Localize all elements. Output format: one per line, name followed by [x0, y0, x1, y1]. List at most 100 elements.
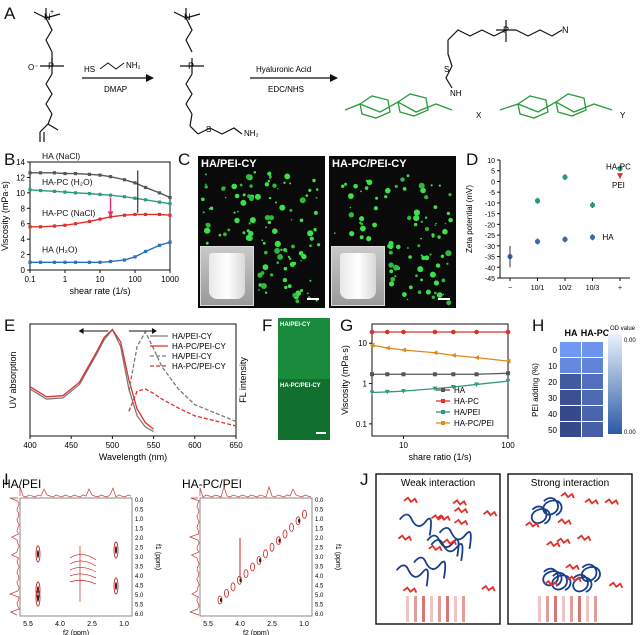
panel-g-point	[369, 329, 375, 335]
fluorescent-dot	[315, 196, 318, 199]
nmr-contour	[69, 573, 97, 579]
panel-d-ytick-label: -30	[485, 244, 495, 251]
panel-g-legend-text: HA-PC	[454, 397, 479, 406]
panel-h-col-ha: HA	[565, 328, 578, 338]
fluorescent-dot	[315, 188, 319, 191]
fluorescence-top: HA/PEI-CY	[278, 318, 330, 379]
pei-molecule	[565, 563, 580, 571]
fluorescent-dot	[344, 182, 348, 186]
fluorescent-dot	[242, 231, 246, 235]
fluorescent-dot	[289, 261, 295, 267]
nmr-frame	[19, 497, 133, 617]
panel-e-xtick-label: 400	[23, 441, 37, 450]
panel-g-plot-area: 10 100 10 1 0.1 share ratio (1/s) Viscosity (m…	[340, 323, 515, 462]
nmr-xtick-label: 5.5	[23, 621, 33, 628]
panel-i-nmr: HA/PEI 5.5 4.0 2.5 1.0 f2 (ppm) 0.0 0.5 1.0 1.5 2.…	[2, 477, 341, 635]
panel-d-point	[562, 174, 568, 180]
micrograph-ha-pc-pei-cy: HA-PC/PEI-CY	[329, 156, 456, 308]
pei-molecule	[543, 579, 559, 587]
fluorescent-dot	[289, 182, 292, 185]
fluorescent-dot	[295, 299, 300, 304]
panel-j-gradient-bar	[430, 596, 433, 622]
panel-d-point	[534, 238, 541, 245]
panel-d-legend-ha: HA	[603, 233, 615, 242]
panel-b-chart: 0.1 1 10 100 1000 0 2 4 6 8 10 12 14 shear rate (1/s)…	[0, 152, 179, 296]
panel-j-gradient-bar	[538, 596, 541, 622]
panel-g-point	[450, 385, 456, 390]
fluorescent-dot	[442, 228, 448, 235]
fluorescent-dot	[429, 271, 436, 278]
fluorescent-dot	[276, 261, 279, 264]
fluorescent-dot	[223, 232, 227, 237]
panel-e-xtick-label: 500	[106, 441, 120, 450]
fluorescent-dot	[388, 281, 395, 287]
nmr-ytick-label: 4.0	[315, 574, 324, 580]
fluorescent-dot	[425, 289, 431, 295]
panel-b-point	[63, 171, 67, 176]
fluorescent-dot	[373, 206, 378, 211]
nmr-xlabel: f2 (ppm)	[63, 630, 89, 635]
fluorescent-dot	[390, 276, 396, 282]
panel-j-schematic: Weak interaction Strong interaction	[375, 473, 633, 625]
panel-b-ytick-label: 4	[21, 235, 26, 244]
fluorescent-dot	[204, 227, 211, 234]
fluorescent-dot	[274, 247, 280, 254]
fluorescent-dot	[249, 217, 256, 224]
panel-h-cell	[560, 342, 581, 357]
vial-right	[331, 246, 385, 306]
panel-b-point	[143, 249, 148, 254]
pei-molecule	[442, 538, 457, 546]
panel-b-point	[133, 196, 137, 200]
fluorescent-dot	[360, 190, 362, 193]
pei-molecule	[403, 496, 418, 504]
panel-j-gradient-bar	[594, 596, 597, 622]
panel-b-xtick-label: 10	[96, 275, 105, 284]
nmr-ytick-label: 2.0	[315, 536, 324, 542]
panel-label-e: E	[4, 316, 16, 335]
panel-e-frame	[29, 323, 237, 437]
panel-b-point	[98, 260, 102, 264]
fluorescent-dot	[388, 262, 394, 268]
pei-molecule	[482, 509, 498, 517]
fluorescent-dot	[417, 266, 424, 273]
fluorescent-dot	[436, 292, 443, 298]
panel-h-plot-area: HA HA-PC 0 10 20 30 40 50 PEI adding (%) OD value…	[531, 326, 636, 437]
nmr-ytick-label: 5.5	[315, 603, 324, 609]
polymer-chain	[438, 526, 472, 550]
panel-a-scheme: N + P O⁻ HS NH₂ DMAP N P S NH₂ Hyaluroni…	[28, 8, 626, 142]
fluorescent-dot	[417, 290, 422, 294]
fluorescent-dot	[420, 278, 423, 282]
panel-g-series-line	[371, 344, 509, 362]
panel-b-series-line	[29, 189, 171, 205]
nmr-side-projection	[8, 497, 20, 616]
fluorescent-dot	[431, 295, 435, 299]
panel-b-point	[108, 175, 113, 179]
fluorescent-dot	[248, 230, 254, 237]
micrograph-right-dots	[334, 174, 453, 306]
polymer-chain	[530, 505, 551, 525]
panel-j-title: Strong interaction	[531, 478, 609, 489]
nmr-contour	[69, 560, 97, 567]
panel-j-gradient-bar	[570, 596, 573, 622]
fluorescent-dot	[204, 183, 207, 186]
panel-b-point	[168, 240, 172, 244]
arrow-1-head	[146, 74, 154, 82]
panel-g-point	[451, 329, 456, 335]
fluorescent-dot	[205, 223, 209, 226]
fluorescent-dot	[274, 240, 281, 247]
panel-d-xtick-label: 10/2	[558, 285, 572, 292]
fluorescent-dot	[284, 173, 291, 180]
fluorescent-dot	[446, 211, 451, 216]
polymer-chain	[413, 556, 447, 579]
panel-b-point	[52, 171, 57, 175]
fluorescent-dot	[306, 292, 309, 295]
panel-b-point	[52, 224, 57, 228]
panel-g-ylabel: Viscosity (mPa·s)	[340, 345, 350, 415]
molecule-1-nitrogen: N	[44, 12, 51, 22]
panel-b-point	[168, 202, 172, 206]
panel-b-point	[122, 195, 127, 199]
panel-b-point	[73, 171, 78, 176]
fluorescent-dot	[413, 215, 420, 222]
panel-g-chart: 10 100 10 1 0.1 share ratio (1/s) Viscosity (m…	[340, 323, 515, 462]
arrow-1-label: DMAP	[104, 85, 127, 94]
